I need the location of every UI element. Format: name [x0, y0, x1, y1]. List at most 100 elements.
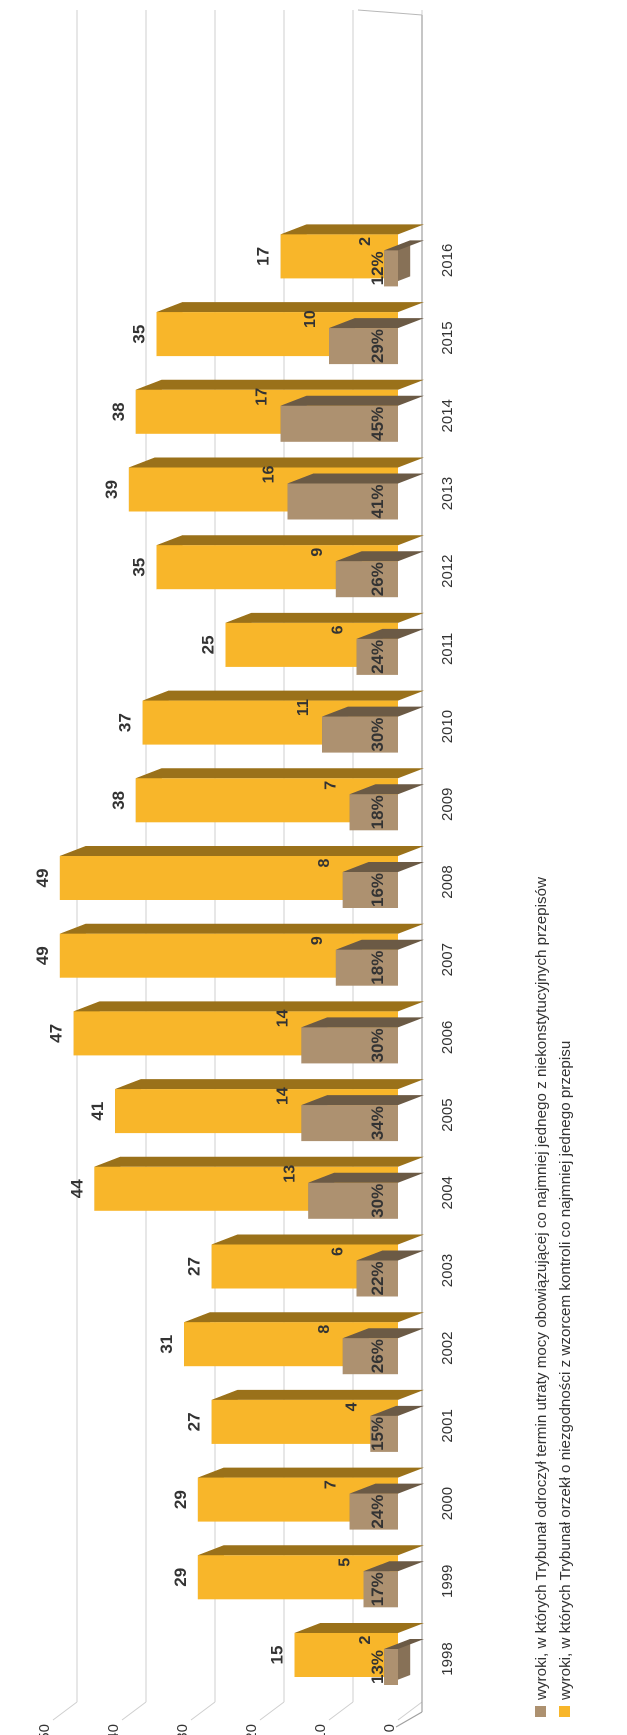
bar-total — [184, 1312, 424, 1367]
bar-total-side-face — [211, 1389, 424, 1400]
bar-deferred-side-face — [335, 939, 424, 950]
gridline-side — [52, 1701, 78, 1721]
data-label-deferred: 14 — [274, 1087, 291, 1105]
data-label-deferred: 16 — [261, 466, 278, 484]
y-tick-label: 50 — [36, 1724, 53, 1735]
data-label-deferred: 8 — [316, 1325, 333, 1334]
bar-total-side-face — [156, 302, 424, 313]
data-label-percent: 29% — [368, 329, 387, 363]
x-tick-label: 2015 — [439, 321, 456, 354]
data-label-deferred: 13 — [281, 1165, 298, 1183]
data-label-total: 39 — [102, 480, 121, 499]
data-label-percent: 26% — [368, 562, 387, 596]
data-label-percent: 12% — [368, 251, 387, 285]
y-tick-label: 0 — [381, 1724, 398, 1732]
data-label-total: 44 — [67, 1179, 86, 1198]
bar-deferred-front-face — [301, 1105, 398, 1142]
data-label-deferred: 4 — [343, 1402, 360, 1411]
bar-total-side-face — [294, 1623, 424, 1633]
bar-deferred — [363, 1561, 424, 1608]
bar-total-front-face — [59, 856, 399, 900]
legend-entry: wyroki, w których Trybunał orzekł o niez… — [557, 1041, 574, 1701]
bars: 15213%29517%29724%27415%31826%27622%4413… — [33, 224, 425, 1685]
data-label-percent: 22% — [368, 1261, 387, 1295]
bar-total-side-face — [184, 1312, 424, 1323]
bar-total-side-face — [59, 923, 425, 934]
legend-swatch — [535, 1706, 546, 1717]
data-label-deferred: 10 — [302, 310, 319, 328]
bar-deferred — [356, 628, 424, 675]
chart-floor — [357, 9, 423, 1728]
data-label-percent: 30% — [368, 718, 387, 752]
data-label-percent: 24% — [368, 1495, 387, 1529]
data-label-total: 35 — [130, 558, 149, 577]
bar-deferred — [349, 784, 424, 831]
y-axis-ticks: 0 10 20 30 40 50 — [36, 1724, 398, 1735]
bar-deferred-side-face — [349, 784, 424, 795]
bar-deferred-front-face — [329, 328, 398, 365]
x-tick-label: 2016 — [439, 244, 456, 277]
bar-deferred — [308, 1172, 424, 1219]
bar-deferred-front-face — [384, 250, 398, 287]
y-tick-label: 30 — [174, 1724, 191, 1735]
bar-total-side-face — [94, 1156, 425, 1167]
bar-total-side-face — [197, 1467, 424, 1478]
bar-deferred-side-face — [342, 862, 424, 872]
data-label-deferred: 9 — [309, 548, 326, 557]
bar-total — [156, 302, 424, 357]
bar-deferred-front-face — [335, 949, 398, 986]
bar-total-front-face — [211, 1399, 398, 1444]
bar-deferred-front-face — [356, 638, 398, 675]
bar-deferred — [335, 939, 424, 986]
x-tick-label: 2010 — [439, 710, 456, 743]
bar-total-side-face — [197, 1545, 424, 1556]
legend-swatch — [559, 1706, 570, 1717]
bar-deferred — [342, 862, 424, 908]
data-label-total: 25 — [199, 635, 218, 654]
data-label-percent: 30% — [368, 1184, 387, 1218]
bar-deferred-side-face — [308, 1172, 424, 1183]
x-tick-label: 1998 — [439, 1642, 456, 1675]
x-tick-label: 2014 — [439, 399, 456, 432]
bar-deferred-side-face — [384, 1639, 424, 1649]
bar-deferred — [280, 395, 424, 442]
bar-deferred-front-face — [287, 483, 398, 520]
bar-deferred-side-face — [370, 1405, 424, 1416]
bar-deferred-side-face — [301, 1095, 424, 1106]
gridline-side — [328, 1701, 354, 1721]
bar-deferred — [287, 473, 424, 520]
bar-deferred-side-face — [356, 1250, 424, 1261]
gridline-side — [190, 1701, 216, 1721]
data-label-total: 47 — [47, 1024, 66, 1043]
bar-deferred-side-face — [335, 551, 424, 562]
x-tick-label: 2011 — [439, 633, 456, 665]
bar-deferred — [370, 1405, 424, 1452]
data-label-total: 38 — [109, 402, 128, 421]
gridline-side — [259, 1701, 285, 1721]
data-label-total: 15 — [268, 1646, 287, 1665]
bar-deferred-front-face — [349, 794, 398, 831]
data-label-deferred: 6 — [330, 1247, 347, 1256]
data-label-percent: 41% — [368, 484, 387, 518]
data-label-deferred: 9 — [309, 936, 326, 945]
data-label-total: 38 — [109, 791, 128, 810]
data-label-percent: 13% — [368, 1650, 387, 1684]
bar-deferred — [301, 1095, 424, 1142]
bar-total-side-face — [280, 224, 424, 235]
x-tick-label: 2003 — [439, 1254, 456, 1287]
data-label-percent: 30% — [368, 1028, 387, 1062]
x-tick-label: 2002 — [439, 1332, 456, 1365]
bar-total — [294, 1623, 424, 1677]
bar-deferred-front-face — [384, 1649, 398, 1685]
x-tick-label: 2013 — [439, 477, 456, 510]
data-label-percent: 34% — [368, 1106, 387, 1140]
x-tick-label: 2005 — [439, 1098, 456, 1131]
bar-total-side-face — [135, 768, 425, 779]
bar-total-side-face — [128, 457, 424, 468]
bar-total-side-face — [211, 1234, 424, 1245]
x-axis-ticks: 1998 1999 2000 2001 2002 2003 2004 2005 2006 2007… — [439, 244, 456, 1676]
bar-total-side-face — [73, 1001, 424, 1012]
bar-total — [211, 1389, 424, 1444]
bar-deferred-front-face — [301, 1027, 398, 1064]
bar-total-side-face — [156, 535, 424, 546]
